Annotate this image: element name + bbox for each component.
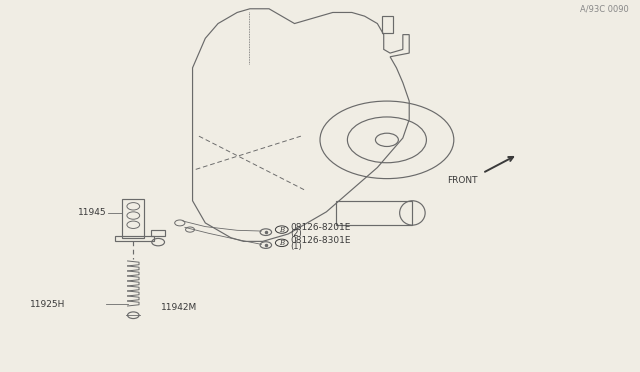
Bar (151, 230, 165, 236)
Text: FRONT: FRONT (447, 176, 478, 185)
Text: A/93C 0090: A/93C 0090 (580, 4, 629, 13)
Text: 08126-8201E: 08126-8201E (290, 223, 351, 232)
Text: B: B (279, 239, 284, 247)
Text: B: B (279, 225, 284, 234)
Text: 11925H: 11925H (29, 300, 65, 309)
Text: 08126-8301E: 08126-8301E (290, 236, 351, 245)
Bar (122, 199, 144, 238)
Bar (336, 201, 412, 225)
Text: 11942M: 11942M (161, 303, 197, 312)
Text: (2): (2) (290, 229, 302, 238)
Text: (1): (1) (290, 242, 302, 251)
Text: 11945: 11945 (78, 208, 106, 218)
